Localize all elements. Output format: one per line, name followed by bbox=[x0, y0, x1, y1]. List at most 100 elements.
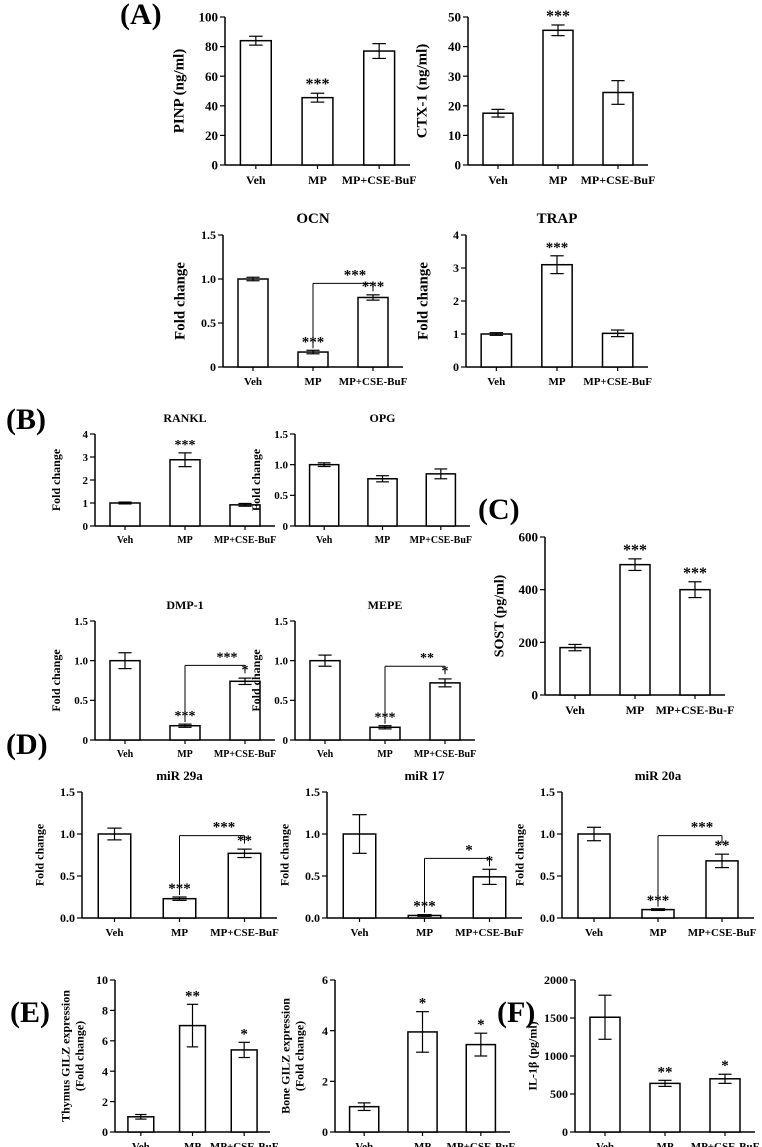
x-tick-label: MP+CSE-BuF bbox=[691, 1141, 760, 1147]
panel-label-d: (D) bbox=[6, 728, 48, 761]
y-tick-label: 2 bbox=[102, 1095, 108, 1109]
bar bbox=[577, 833, 611, 919]
x-tick-label: Veh bbox=[488, 173, 508, 187]
y-tick-label: 1.0 bbox=[60, 827, 75, 841]
x-tick-label: Veh bbox=[585, 927, 603, 939]
chart-opg: 0 0.5 1.0 1.5 OPG Fold change Veh MP MP+CSE-BuF bbox=[249, 411, 472, 546]
significance-mark: * bbox=[721, 1058, 729, 1074]
y-axis-label: Fold change bbox=[513, 823, 527, 886]
y-tick-label: 0 bbox=[210, 360, 216, 374]
bar bbox=[309, 659, 341, 741]
significance-mark: * bbox=[240, 1026, 248, 1042]
chart-pinp: 0 20 40 60 80 100 PINP (ng/ml) Veh MP *** MP+CSE-B… bbox=[171, 10, 416, 187]
y-tick-label: 30 bbox=[448, 69, 461, 84]
bracket-significance: *** bbox=[213, 820, 236, 836]
bar bbox=[357, 296, 389, 368]
y-tick-label: 0.0 bbox=[305, 911, 320, 925]
x-tick-label: MP bbox=[177, 749, 193, 760]
y-tick-label: 1.5 bbox=[74, 616, 88, 628]
y-axis-label: CTX-1 (ng/ml) bbox=[414, 44, 430, 139]
y-tick-label: 1.0 bbox=[540, 827, 555, 841]
x-tick-label: MP+CSE-BuF bbox=[410, 535, 472, 546]
bracket-significance: * bbox=[465, 842, 473, 858]
chart-title: MEPE bbox=[368, 598, 403, 612]
y-tick-label: 200 bbox=[519, 635, 539, 650]
x-tick-label: Veh bbox=[351, 927, 369, 939]
bar bbox=[619, 563, 651, 696]
y-tick-label: 0 bbox=[212, 158, 219, 173]
x-tick-label: Veh bbox=[317, 749, 334, 760]
x-tick-label: Veh bbox=[596, 1141, 614, 1147]
y-tick-label: 1.0 bbox=[74, 656, 88, 668]
y-tick-label: 4 bbox=[83, 429, 89, 441]
x-tick-label: MP bbox=[649, 927, 666, 939]
bar bbox=[465, 1043, 497, 1133]
bracket-significance: *** bbox=[344, 267, 367, 283]
y-tick-label: 50 bbox=[448, 10, 461, 25]
x-tick-label: Veh bbox=[355, 1141, 373, 1147]
x-tick-label: MP bbox=[626, 703, 645, 717]
y-axis-label: Fold change bbox=[249, 649, 263, 712]
bar bbox=[482, 112, 514, 166]
y-tick-label: 2000 bbox=[544, 973, 568, 987]
y-tick-label: 4 bbox=[453, 228, 459, 242]
significance-mark: *** bbox=[546, 240, 569, 256]
y-tick-label: 1.5 bbox=[540, 785, 555, 799]
panel-label-f: (F) bbox=[497, 996, 536, 1029]
x-tick-label: Veh bbox=[244, 376, 262, 388]
y-tick-label: 0.5 bbox=[201, 316, 216, 330]
bar bbox=[705, 860, 739, 919]
bar bbox=[237, 278, 269, 368]
x-tick-label: MP bbox=[308, 173, 327, 187]
y-tick-label: 1 bbox=[83, 498, 89, 510]
y-tick-label: 0 bbox=[532, 688, 539, 703]
significance-mark: *** bbox=[175, 438, 196, 453]
y-axis-label: Bone GILZ expression bbox=[279, 998, 293, 1114]
y-tick-label: 3 bbox=[83, 452, 89, 464]
x-tick-label: MP+CSE-BuF bbox=[210, 927, 279, 939]
y-tick-label: 10 bbox=[96, 973, 108, 987]
y-tick-label: 4 bbox=[102, 1064, 108, 1078]
chart-title: RANKL bbox=[163, 411, 206, 425]
y-tick-label: 2 bbox=[453, 294, 459, 308]
chart-title: miR 20a bbox=[635, 768, 682, 783]
x-tick-label: MP bbox=[548, 376, 565, 388]
y-tick-label: 0 bbox=[283, 735, 289, 747]
significance-mark: * bbox=[477, 1017, 485, 1033]
bar bbox=[367, 478, 398, 527]
chart-title: miR 29a bbox=[156, 768, 203, 783]
chart-title: OPG bbox=[370, 411, 396, 425]
y-tick-label: 0 bbox=[455, 158, 462, 173]
x-tick-label: MP bbox=[656, 1141, 673, 1147]
y-tick-label: 80 bbox=[205, 39, 218, 54]
x-tick-label: MP bbox=[377, 749, 393, 760]
significance-mark: ** bbox=[658, 1064, 673, 1080]
x-tick-label: MP bbox=[177, 535, 193, 546]
y-tick-label: 0.5 bbox=[305, 869, 320, 883]
y-tick-label: 8 bbox=[102, 1004, 108, 1018]
bar bbox=[239, 39, 272, 166]
bar bbox=[709, 1078, 741, 1133]
bar bbox=[229, 680, 261, 741]
bracket-significance: *** bbox=[691, 820, 714, 836]
significance-mark: *** bbox=[623, 542, 647, 559]
bar bbox=[109, 659, 141, 741]
y-axis-label: Fold change bbox=[278, 823, 292, 886]
panel-label-b: (B) bbox=[6, 403, 46, 436]
bar bbox=[649, 1082, 681, 1133]
chart-il1b: 0 500 1000 1500 2000 IL-1β (pg/ml) Veh MP ** MP+C… bbox=[526, 973, 760, 1147]
y-tick-label: 20 bbox=[205, 128, 218, 143]
significance-mark: ** bbox=[715, 838, 730, 854]
chart-title: OCN bbox=[296, 211, 330, 227]
y-tick-label: 0.5 bbox=[274, 695, 288, 707]
y-tick-label: 0.5 bbox=[60, 869, 75, 883]
y-tick-label: 600 bbox=[519, 530, 539, 545]
chart-thymus-gilz: 0 2 4 6 8 10 Thymus GILZ expression (Fold chang… bbox=[59, 973, 279, 1147]
y-tick-label: 1000 bbox=[544, 1049, 568, 1063]
y-tick-label: 0 bbox=[283, 521, 289, 533]
y-axis-label-line2: (Fold change) bbox=[73, 1021, 87, 1091]
x-tick-label: MP bbox=[184, 1141, 201, 1147]
bar bbox=[169, 459, 201, 527]
y-axis-label-line2: (Fold change) bbox=[293, 1021, 307, 1091]
y-tick-label: 500 bbox=[550, 1087, 568, 1101]
